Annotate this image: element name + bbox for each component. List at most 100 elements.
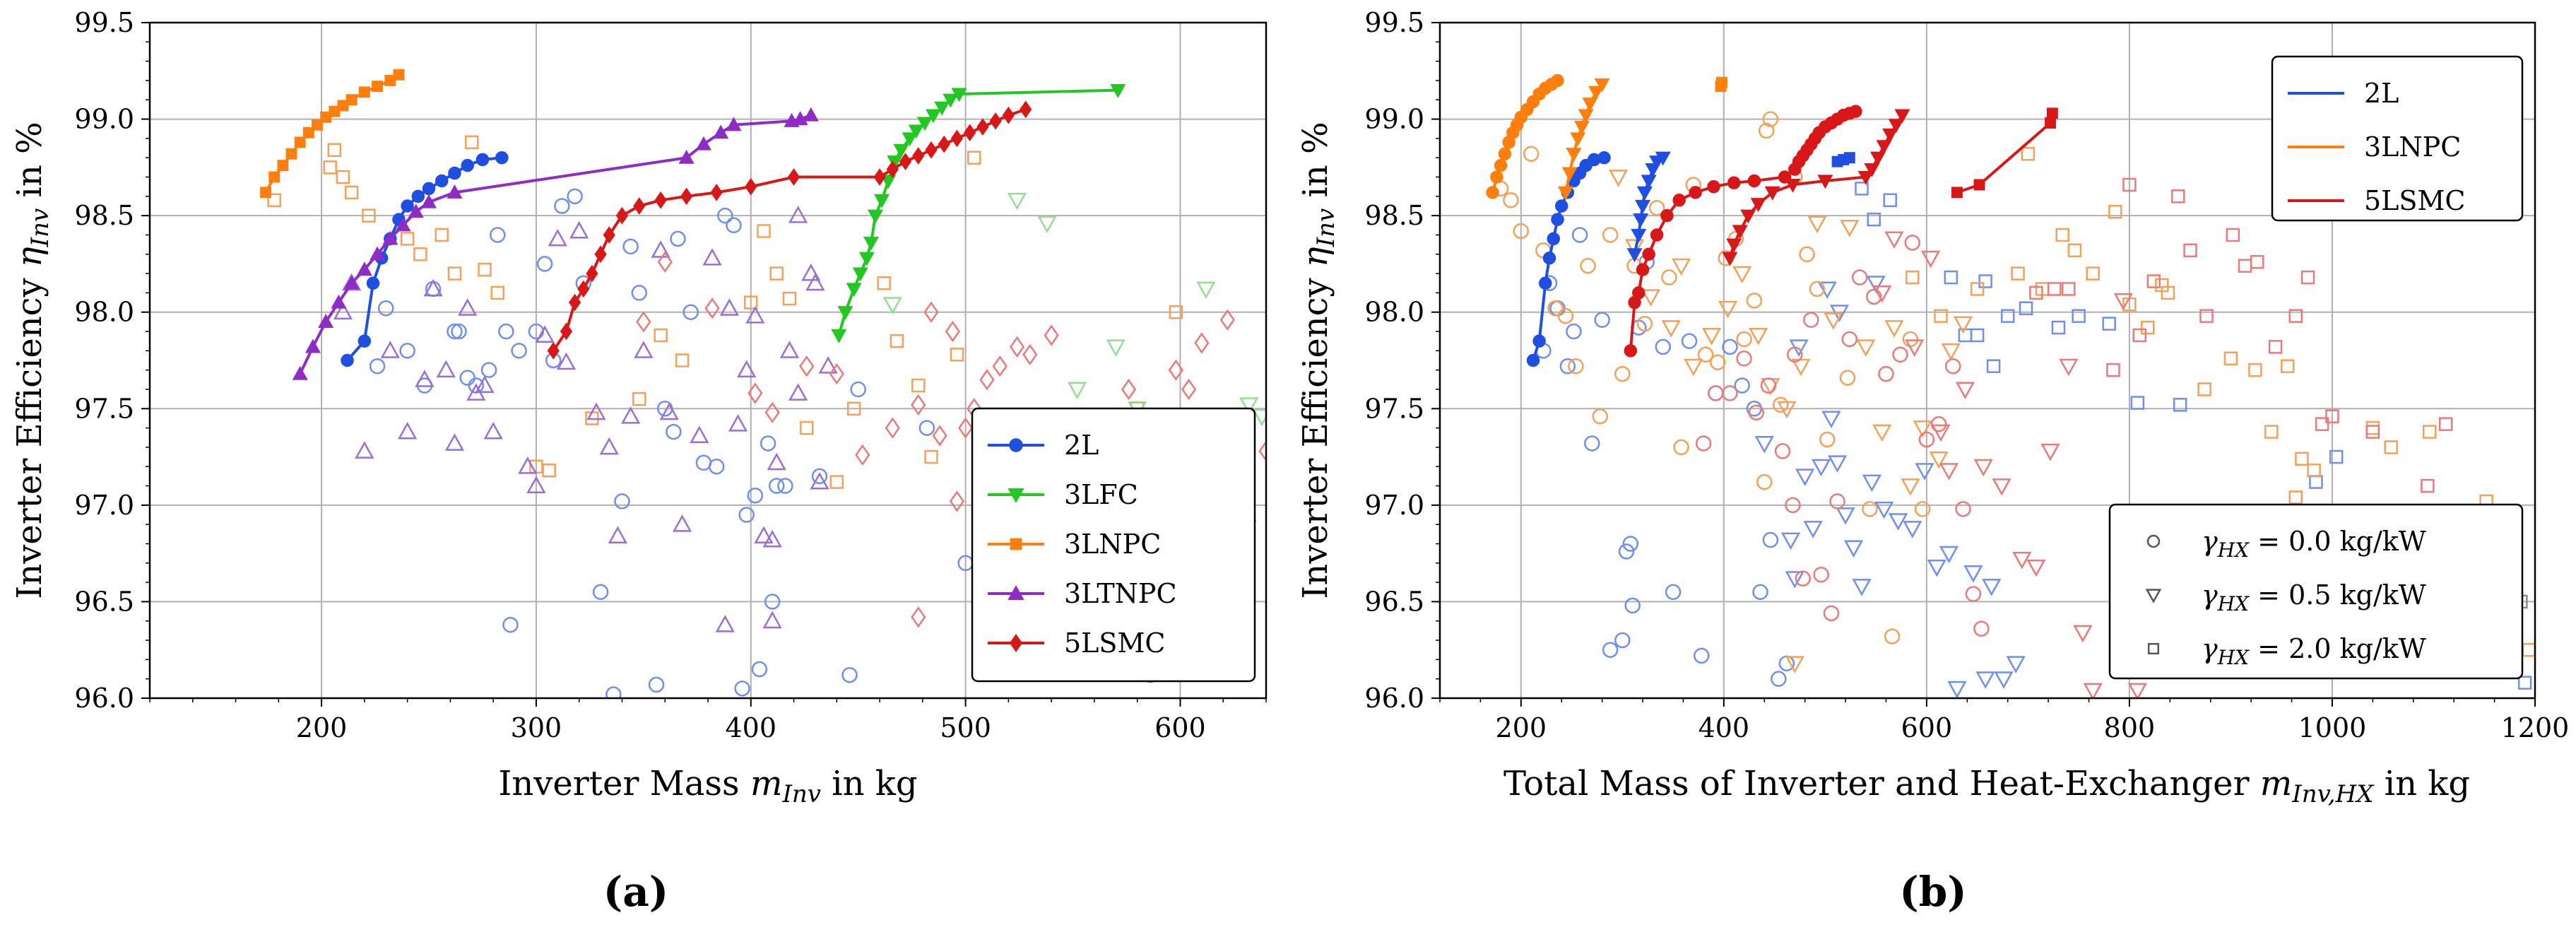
scatter-point bbox=[1681, 333, 1698, 349]
series-point-5lsmc bbox=[603, 226, 615, 244]
scatter-point bbox=[788, 383, 808, 401]
scatter-point bbox=[2365, 425, 2380, 439]
scatter-point bbox=[1661, 320, 1681, 338]
scatter-point bbox=[1568, 358, 1584, 375]
scatter-point bbox=[877, 276, 891, 290]
series-point-5lsmc bbox=[547, 341, 560, 360]
scatter-point bbox=[465, 135, 479, 150]
series-point-5lsmc bbox=[1857, 170, 1874, 185]
series-point-3lnpc bbox=[285, 148, 297, 160]
scatter-point bbox=[846, 401, 861, 416]
scatter-point bbox=[1592, 408, 1609, 425]
series-point-2l bbox=[435, 174, 449, 188]
scatter-point bbox=[592, 584, 609, 601]
series-point-3lfc bbox=[837, 306, 853, 321]
scatter-point bbox=[634, 341, 654, 358]
scatter-point bbox=[788, 206, 808, 223]
scatter-point bbox=[992, 355, 1008, 377]
x-tick-label: 600 bbox=[1901, 712, 1953, 743]
series-point-2l bbox=[1547, 232, 1560, 246]
scatter-point bbox=[2268, 340, 2283, 354]
scatter-point bbox=[1963, 565, 1983, 583]
series-point-3ltnpc bbox=[420, 194, 437, 208]
scatter-point bbox=[1866, 288, 1882, 305]
scatter-point bbox=[1736, 350, 1752, 367]
series-point-3lnpc bbox=[1498, 147, 1512, 160]
scatter-point bbox=[1803, 521, 1823, 538]
scatter-point bbox=[1196, 281, 1216, 300]
scatter-point bbox=[1817, 281, 1837, 300]
scatter-point bbox=[1803, 312, 1819, 328]
scatter-point bbox=[1037, 216, 1057, 234]
series-point-2l bbox=[366, 276, 380, 290]
legend-label-5lsmc: 5LSMC bbox=[1064, 628, 1165, 659]
scatter-point bbox=[957, 417, 974, 439]
legend-box bbox=[2271, 55, 2524, 222]
scatter-point bbox=[1843, 540, 1864, 558]
series-point-5lsmc bbox=[1624, 344, 1638, 358]
scatter-point bbox=[2106, 363, 2120, 377]
scatter-point bbox=[654, 328, 668, 343]
scatter-point bbox=[1771, 671, 1787, 687]
series-point-2l bbox=[1631, 228, 1647, 243]
series-point-3lnpc bbox=[1570, 132, 1586, 147]
scatter-point bbox=[605, 686, 622, 698]
scatter-point bbox=[1824, 312, 1843, 330]
scatter-point bbox=[1641, 289, 1661, 307]
scatter-point bbox=[1624, 239, 1645, 257]
x-tick-label: 1200 bbox=[2501, 712, 2570, 743]
scatter-point bbox=[738, 507, 755, 523]
scatter-point bbox=[2130, 396, 2145, 410]
panel-a-chart: 200 300 400 500 600 96.0 96.5 97.0 97.5 98.0 98.5 9… bbox=[10, 7, 1268, 916]
series-point-5lsmc bbox=[886, 160, 899, 178]
scatter-point bbox=[1787, 346, 1803, 363]
series-point-3lnpc bbox=[312, 119, 323, 131]
scatter-point bbox=[1866, 276, 1886, 293]
series-point-2l bbox=[422, 182, 436, 196]
scatter-point bbox=[535, 325, 555, 343]
y-tick-label: 96.0 bbox=[74, 683, 134, 714]
series-point-3lnpc bbox=[1566, 148, 1582, 163]
scatter-point bbox=[1862, 474, 1882, 493]
panel-b-x-axis-label: Total Mass of Inverter and Heat-Exchange… bbox=[1503, 764, 2470, 808]
scatter-point bbox=[451, 323, 467, 340]
scatter-point bbox=[1752, 584, 1768, 601]
legend-marker-3lfc bbox=[1008, 488, 1024, 503]
series-point-3lnpc bbox=[384, 74, 396, 86]
series-point-5lsmc bbox=[594, 245, 607, 264]
scatter-point bbox=[327, 143, 342, 158]
scatter-point bbox=[949, 490, 965, 512]
scatter-point bbox=[1914, 501, 1931, 517]
series-point-5lsmc bbox=[1876, 140, 1892, 155]
scatter-point bbox=[599, 437, 619, 455]
legend-marker-3ltnpc bbox=[1008, 585, 1024, 601]
scatter-point bbox=[1819, 431, 1836, 448]
scatter-point bbox=[1929, 451, 1949, 469]
panel-b-axes-border bbox=[1438, 21, 2536, 700]
scatter-point bbox=[918, 420, 935, 436]
legend-label-2l: 2L bbox=[2364, 78, 2399, 109]
scatter-point bbox=[1812, 459, 1831, 477]
scatter-point bbox=[1851, 269, 1868, 285]
scatter-point bbox=[2006, 656, 2026, 673]
series-point-3ltnpc bbox=[318, 314, 334, 328]
series-point-5lsmc bbox=[1632, 286, 1646, 300]
scatter-point bbox=[1821, 411, 1841, 429]
series-point-5lsmc bbox=[1785, 178, 1801, 193]
scatter-point bbox=[768, 478, 785, 494]
series-point-5lsmc bbox=[938, 135, 950, 153]
scatter-point bbox=[745, 306, 765, 324]
scatter-point bbox=[2059, 358, 2079, 377]
scatter-point bbox=[1913, 420, 1932, 438]
scatter-point bbox=[1915, 463, 1934, 481]
scatter-point bbox=[1022, 343, 1038, 365]
series-point-3ltnpc bbox=[726, 117, 742, 131]
scatter-point bbox=[1602, 227, 1619, 243]
scatter-point bbox=[423, 278, 443, 297]
scatter-point bbox=[1992, 478, 2011, 496]
scatter-point bbox=[747, 487, 764, 504]
series-point-5lsmc bbox=[615, 206, 629, 225]
series-point-3ltnpc bbox=[803, 107, 819, 122]
series-point-3ltnpc bbox=[678, 149, 695, 164]
scatter-point bbox=[1955, 382, 1975, 400]
